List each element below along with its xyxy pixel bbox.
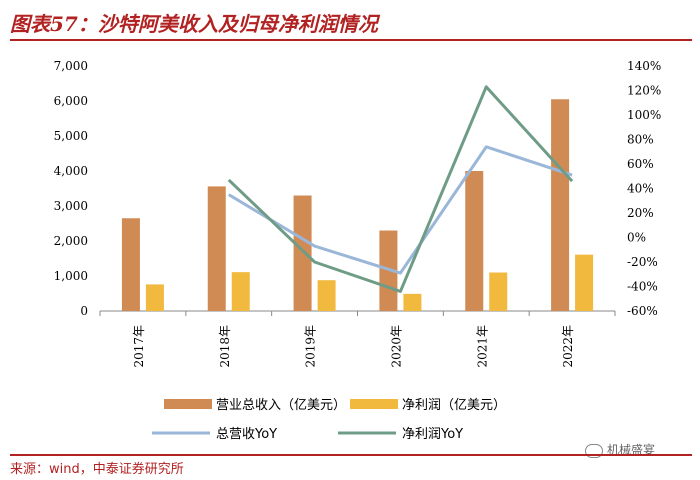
- left-axis-tick-label: 7,000: [54, 59, 88, 73]
- right-axis-tick-label: 120%: [627, 84, 661, 98]
- legend-revenue-yoy-label: 总营收YoY: [216, 427, 277, 442]
- chart-bars: [121, 99, 594, 311]
- wechat-icon: [585, 443, 603, 458]
- chart-title: 图表57：沙特阿美收入及归母净利润情况: [10, 12, 378, 36]
- profit-bar: [403, 293, 422, 311]
- right-axis-tick-label: -60%: [627, 304, 658, 318]
- watermark-text: 机械盛宴: [607, 443, 656, 457]
- profit-bar: [489, 272, 508, 311]
- footer-divider: [10, 454, 692, 456]
- profit-yoy-line: [227, 85, 574, 293]
- left-axis-tick-label: 2,000: [54, 234, 88, 248]
- revenue-yoy-line: [227, 145, 573, 275]
- x-axis-tick-label: 2019年: [304, 325, 318, 368]
- revenue-bar: [465, 171, 484, 311]
- watermark: 机械盛宴: [585, 441, 655, 458]
- legend-revenue-label: 营业总收入（亿美元）: [216, 398, 346, 413]
- x-axis-tick-label: 2022年: [561, 325, 575, 368]
- right-axis-tick-label: 20%: [627, 206, 654, 220]
- revenue-bar: [551, 99, 570, 311]
- revenue-bar: [207, 186, 226, 311]
- legend-profit-swatch: [350, 399, 398, 409]
- right-axis-tick-label: -20%: [627, 255, 658, 269]
- source-note: 来源：wind，中泰证券研究所: [10, 462, 184, 477]
- right-axis-tick-label: 40%: [627, 182, 654, 196]
- chart-axes: 0 1,000 2,000 3,000 4,000 5,000 6,000 7,000 -60%…: [54, 59, 662, 368]
- right-axis-tick-label: 60%: [627, 157, 654, 171]
- left-axis-tick-label: 0: [80, 304, 88, 318]
- right-axis-tick-label: -40%: [627, 280, 658, 294]
- left-axis-tick-label: 5,000: [54, 129, 88, 143]
- left-axis-tick-label: 3,000: [54, 199, 88, 213]
- revenue-bar: [121, 218, 140, 311]
- right-axis-tick-label: 140%: [627, 59, 661, 73]
- left-axis-tick-label: 1,000: [54, 269, 88, 283]
- profit-bar: [575, 254, 594, 311]
- chart: 0 1,000 2,000 3,000 4,000 5,000 6,000 7,000 -60%…: [54, 59, 662, 442]
- legend-profit-label: 净利润（亿美元）: [402, 398, 506, 413]
- right-axis-tick-label: 80%: [627, 133, 654, 147]
- legend-revenue-swatch: [164, 399, 212, 409]
- right-axis-tick-label: 0%: [627, 231, 646, 245]
- chart-lines: [227, 85, 574, 293]
- profit-bar: [145, 284, 164, 311]
- right-axis-tick-label: 100%: [627, 108, 661, 122]
- x-axis-tick-label: 2020年: [389, 325, 403, 368]
- revenue-bar: [293, 195, 312, 311]
- header: 图表57：沙特阿美收入及归母净利润情况: [0, 0, 700, 38]
- x-axis-tick-label: 2021年: [475, 325, 489, 368]
- chart-legend: 营业总收入（亿美元） 净利润（亿美元） 总营收YoY 净利润YoY: [152, 398, 506, 442]
- legend-profit-yoy-label: 净利润YoY: [402, 427, 463, 442]
- left-axis-tick-label: 6,000: [54, 94, 88, 108]
- profit-bar: [231, 272, 250, 311]
- x-axis-tick-label: 2018年: [218, 325, 232, 368]
- x-axis-tick-label: 2017年: [132, 325, 146, 368]
- title-divider: [10, 39, 692, 41]
- profit-bar: [317, 280, 336, 311]
- left-axis-tick-label: 4,000: [54, 164, 88, 178]
